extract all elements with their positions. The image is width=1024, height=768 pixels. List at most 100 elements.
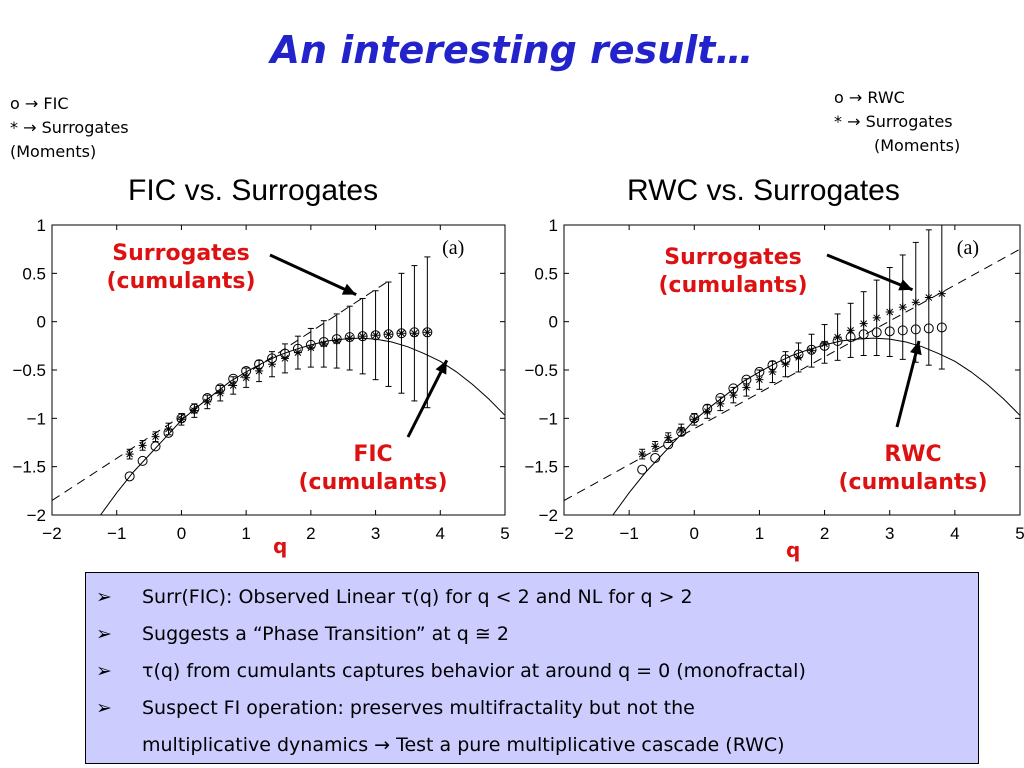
- data-point-circle: [858, 329, 869, 340]
- data-point-circle: [884, 326, 895, 337]
- surrogate-point: [742, 383, 751, 392]
- annotation-right-surrogates-line-1: Surrogates: [664, 245, 802, 270]
- data-point-circle: [163, 427, 174, 438]
- cumulant-curve: [612, 337, 1020, 515]
- data-point-circle: [780, 354, 791, 365]
- arrow-icon: →: [848, 88, 863, 107]
- surrogate-point: [638, 450, 647, 459]
- y-tick-label: −1: [27, 409, 46, 428]
- x-tick-label: 2: [306, 524, 315, 543]
- data-point-circle: [215, 383, 226, 394]
- y-tick-label: −2: [27, 506, 46, 525]
- data-point-circle: [767, 360, 778, 371]
- annotation-left-fic: FIC (cumulants): [290, 441, 456, 497]
- surrogate-point: [924, 293, 933, 302]
- x-tick-label: 1: [755, 524, 764, 543]
- surrogate-point: [423, 328, 432, 337]
- annotation-right-rwc-line-1: RWC: [884, 442, 942, 467]
- surrogate-point: [807, 346, 816, 355]
- chart-left: −2 −1 0 1 2 3 4 5 1 0.5 0 −0.5 −1 −1.5 −2 (a): [12, 216, 509, 543]
- data-point-circle: [202, 393, 213, 404]
- legend-left-row-2: * → Surrogates: [10, 116, 129, 140]
- panel-label: (a): [957, 237, 979, 259]
- surrogate-point: [859, 319, 868, 328]
- legend-right-row-3: (Moments): [834, 134, 960, 158]
- surrogate-point: [229, 381, 238, 390]
- annotation-left-surrogates-line-2: (cumulants): [106, 269, 256, 294]
- data-point-circle: [409, 327, 420, 338]
- x-tick-label: 2: [820, 524, 829, 543]
- annotation-right-rwc: RWC (cumulants): [830, 441, 996, 497]
- surrogate-point: [898, 303, 907, 312]
- annotation-left-surrogates: Surrogates (cumulants): [98, 240, 264, 296]
- data-point-circle: [936, 322, 947, 333]
- data-point-circle: [663, 439, 674, 450]
- legend-left: o → FIC * → Surrogates (Moments): [10, 92, 129, 164]
- legend-left-label-3: (Moments): [10, 142, 97, 161]
- surrogate-point: [755, 375, 764, 384]
- bullet-text: Suggests a “Phase Transition” at q ≅ 2: [142, 623, 509, 645]
- surrogate-point: [664, 433, 673, 442]
- arrow-to-rwc-right: [895, 340, 922, 428]
- surrogate-point: [885, 308, 894, 316]
- x-tick-label: 0: [690, 524, 699, 543]
- arrow-icon: →: [847, 112, 861, 131]
- data-point-circle: [318, 336, 329, 347]
- y-tick-label: −2: [539, 506, 558, 525]
- y-tick-label: −0.5: [524, 361, 558, 380]
- data-point-circle: [637, 464, 648, 475]
- y-tick-label: −0.5: [12, 361, 46, 380]
- x-tick-label: 4: [436, 524, 445, 543]
- legend-right-label-3: (Moments): [874, 136, 961, 155]
- surrogate-point: [151, 432, 160, 441]
- data-point-circle: [754, 366, 765, 377]
- legend-left-row-1: o → FIC: [10, 92, 129, 116]
- annotation-right-surrogates-line-2: (cumulants): [658, 273, 808, 298]
- bullet-arrow-icon: ➢: [96, 623, 112, 645]
- bullet-text: Suspect FI operation: preserves multifra…: [142, 697, 695, 719]
- x-tick-label: 3: [371, 524, 380, 543]
- bullet-continuation: multiplicative dynamics → Test a pure mu…: [142, 734, 785, 756]
- legend-right-row-2: * → Surrogates: [834, 110, 960, 134]
- y-tick-label: 1: [37, 216, 46, 235]
- legend-left-label-2: Surrogates: [41, 118, 129, 137]
- surrogate-point: [690, 415, 699, 424]
- data-point-circle: [305, 339, 316, 350]
- data-point-circle: [292, 343, 303, 354]
- data-point-circle: [124, 471, 135, 482]
- bullet-arrow-icon: ➢: [96, 586, 112, 608]
- data-point-circle: [702, 403, 713, 414]
- x-tick-label: 4: [950, 524, 959, 543]
- bullet-item: ➢ Suspect FI operation: preserves multif…: [96, 690, 968, 727]
- surrogate-point: [358, 332, 367, 341]
- data-point-circle: [267, 353, 278, 364]
- y-tick-label: 0: [37, 313, 46, 332]
- x-tick-label: 1: [241, 524, 250, 543]
- surrogate-point: [345, 334, 354, 343]
- bullet-text: Surr(FIC): Observed Linear τ(q) for q < …: [142, 586, 693, 608]
- legend-left-label-1: FIC: [43, 94, 69, 113]
- annotation-left-fic-line-1: FIC: [353, 442, 393, 467]
- legend-right-label-1: RWC: [867, 88, 905, 107]
- y-tick-label: 0.5: [22, 264, 46, 283]
- surrogate-point: [384, 330, 393, 339]
- x-axis-label-right: q: [786, 538, 801, 562]
- legend-right-label-2: Surrogates: [865, 112, 953, 131]
- x-tick-label: 3: [885, 524, 894, 543]
- arrow-icon: →: [23, 118, 37, 137]
- x-tick-label: −1: [107, 524, 126, 543]
- data-point-circle: [910, 324, 921, 335]
- legend-left-symbol-2: *: [10, 118, 18, 137]
- arrow-to-surrogates-right: [826, 253, 914, 292]
- x-tick-label: 5: [500, 524, 509, 543]
- arrow-to-surrogates-left: [269, 253, 357, 296]
- x-tick-label: −2: [554, 524, 573, 543]
- chart-title-left: FIC vs. Surrogates: [128, 174, 379, 207]
- data-point-circle: [871, 327, 882, 338]
- bullet-item: ➢ Surr(FIC): Observed Linear τ(q) for q …: [96, 579, 968, 616]
- annotation-left-surrogates-line-1: Surrogates: [112, 241, 250, 266]
- chart-title-right: RWC vs. Surrogates: [627, 174, 900, 207]
- bullet-box: ➢ Surr(FIC): Observed Linear τ(q) for q …: [85, 572, 979, 764]
- x-tick-label: −2: [42, 524, 61, 543]
- surrogate-point: [872, 313, 881, 322]
